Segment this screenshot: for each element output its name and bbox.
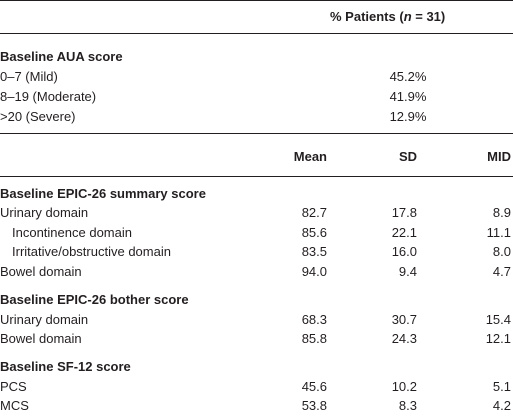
cell: 4.7 xyxy=(492,263,511,279)
cell: 83.5 xyxy=(301,244,327,260)
cell: 41.9% xyxy=(389,89,427,104)
cell: 17.8 xyxy=(391,205,417,221)
row-label: PCS xyxy=(0,378,27,394)
rule xyxy=(0,133,513,134)
row-label: Urinary domain xyxy=(0,205,89,221)
cell: 15.4 xyxy=(485,311,511,327)
row-label: Bowel domain xyxy=(0,263,82,279)
column-header: % Patients (n = 31) xyxy=(330,8,445,26)
cell: 11.1 xyxy=(486,224,511,240)
cell: 12.1 xyxy=(485,330,511,346)
row-label: Bowel domain xyxy=(0,330,82,346)
cell: 85.8 xyxy=(301,330,327,346)
row-label: Incontinence domain xyxy=(12,224,132,240)
cell: 68.3 xyxy=(301,311,327,327)
cell: 24.3 xyxy=(391,330,417,346)
section-title: Baseline EPIC-26 summary score xyxy=(0,186,206,201)
cell: 8.9 xyxy=(492,205,511,221)
cell: 94.0 xyxy=(301,263,327,279)
section-title: Baseline EPIC-26 bother score xyxy=(0,292,189,308)
cell: 45.2% xyxy=(389,69,427,84)
cell: 9.4 xyxy=(398,263,417,279)
cell: 30.7 xyxy=(391,311,417,327)
row-label: 0–7 (Mild) xyxy=(0,69,58,84)
cell: 8.0 xyxy=(492,244,511,260)
cell: 8.3 xyxy=(398,398,417,414)
header-text: n xyxy=(403,9,412,24)
header-text: % Patients ( xyxy=(330,9,404,24)
cell: 85.6 xyxy=(301,224,327,240)
cell: 16.0 xyxy=(391,244,417,260)
column-header: SD xyxy=(398,149,417,164)
cell: 53.8 xyxy=(301,398,327,414)
rule xyxy=(0,33,513,34)
cell: 10.2 xyxy=(391,378,417,394)
row-label: >20 (Severe) xyxy=(0,109,76,124)
cell: 4.2 xyxy=(492,398,511,414)
section-title: Baseline AUA score xyxy=(0,49,123,64)
row-label: MCS xyxy=(0,398,29,414)
cell: 22.1 xyxy=(391,224,417,240)
rule xyxy=(0,0,513,1)
cell: 82.7 xyxy=(301,205,327,221)
cell: 5.1 xyxy=(492,378,511,394)
cell: 45.6 xyxy=(301,378,327,394)
cell: 12.9% xyxy=(389,109,427,124)
row-label: 8–19 (Moderate) xyxy=(0,89,97,104)
row-label: Irritative/obstructive domain xyxy=(12,244,171,260)
rule xyxy=(0,176,513,177)
row-label: Urinary domain xyxy=(0,311,89,327)
column-header: Mean xyxy=(293,149,327,164)
section-title: Baseline SF-12 score xyxy=(0,359,131,375)
header-text: = 31) xyxy=(411,9,446,24)
column-header: MID xyxy=(487,149,511,164)
